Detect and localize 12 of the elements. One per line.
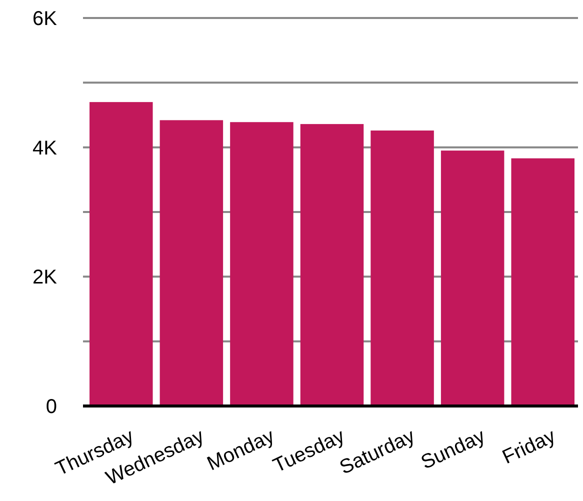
x-tick-label: Friday: [499, 425, 559, 469]
y-tick-label: 4K: [32, 137, 58, 160]
y-tick-label: 0: [46, 396, 57, 418]
bar: [300, 124, 364, 406]
y-tick-label: 2K: [32, 266, 58, 289]
bar: [230, 122, 294, 406]
y-tick-label: 6K: [32, 8, 58, 30]
bar: [440, 150, 504, 406]
bar: [90, 102, 153, 406]
bar: [160, 120, 224, 406]
bar: [511, 158, 574, 406]
bar: [370, 130, 434, 406]
